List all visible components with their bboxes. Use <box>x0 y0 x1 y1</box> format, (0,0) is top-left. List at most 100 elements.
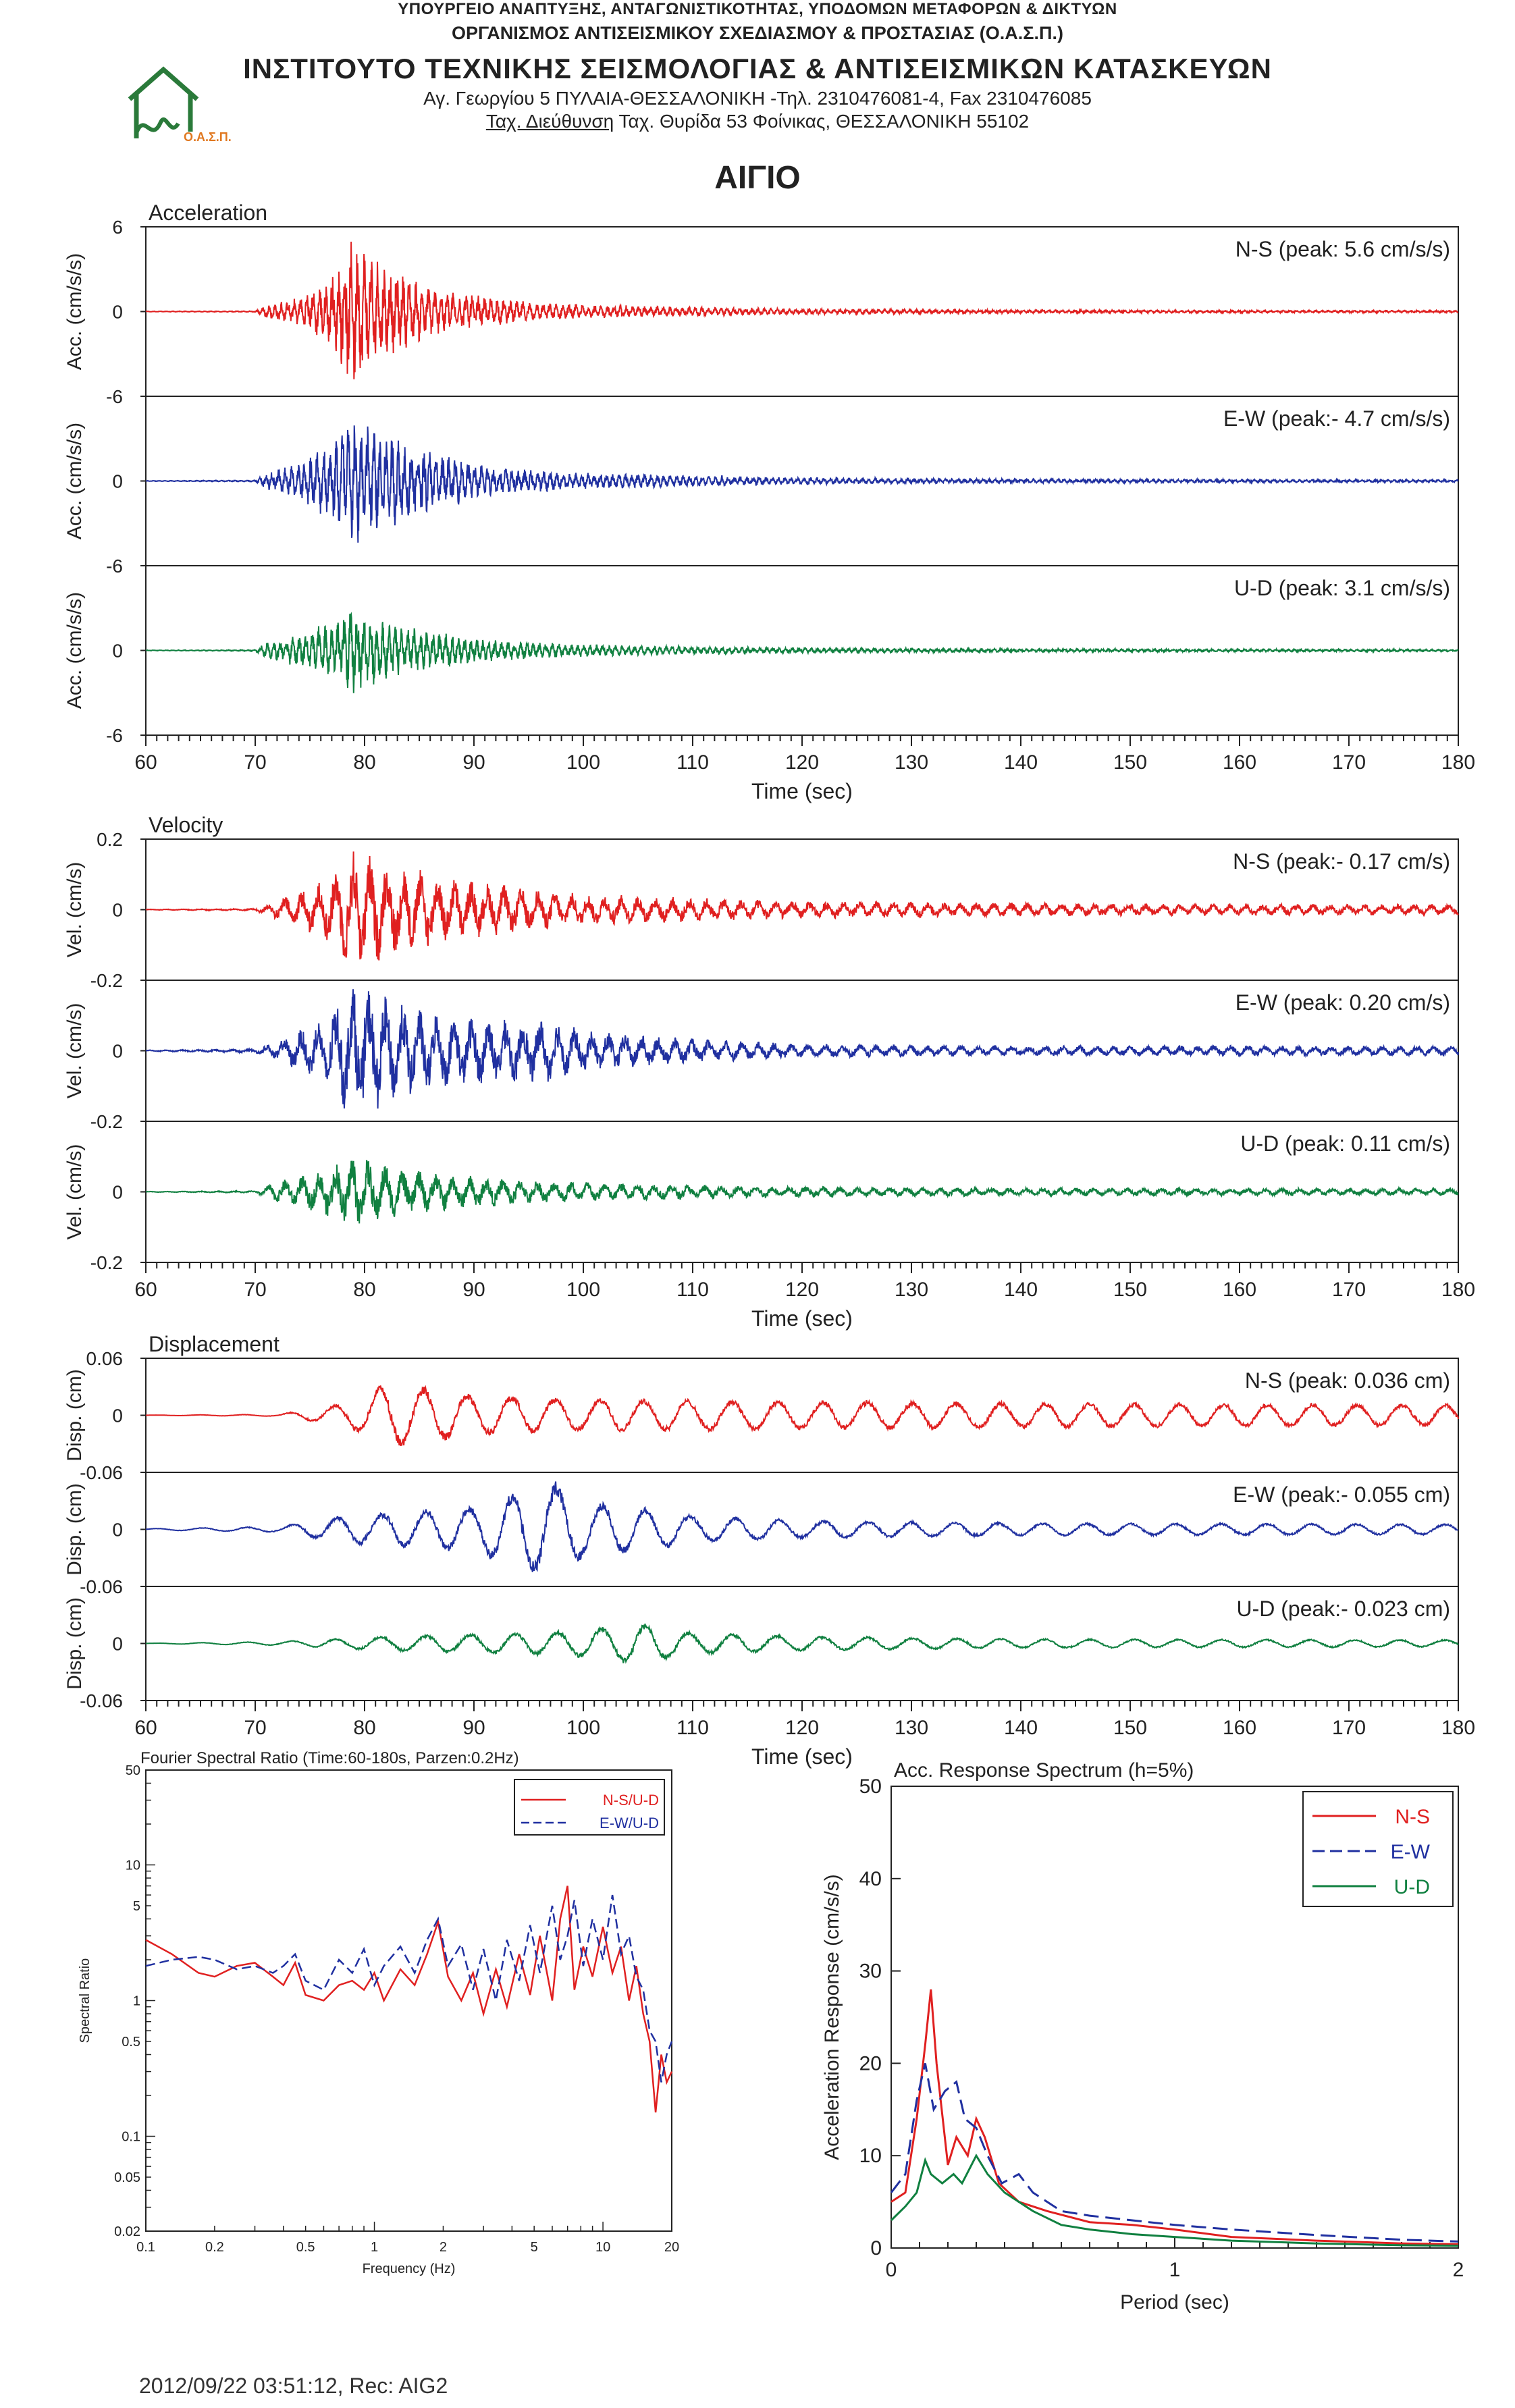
series-line-u-d <box>146 1160 1459 1224</box>
x-tick-label: 100 <box>566 751 600 774</box>
x-tick-label: 150 <box>1113 1279 1147 1301</box>
y-tick-label: 0 <box>112 1041 123 1062</box>
legend-label: N-S <box>1395 1806 1430 1828</box>
y-tick-label: -0.06 <box>80 1690 123 1711</box>
legend: N-S/U-D E-W/U-D <box>514 1779 665 1836</box>
series-line-e-w <box>145 989 1459 1109</box>
x-tick-label: 170 <box>1332 1717 1366 1739</box>
postal-label: Ταχ. Διεύθυνση <box>485 111 614 132</box>
series-line-n-s <box>145 241 1459 379</box>
y-tick-label: 6 <box>112 217 123 238</box>
x-tick-label: 110 <box>676 1279 709 1301</box>
y-tick-label: 0.06 <box>86 1348 124 1369</box>
y-tick-label: -0.2 <box>90 970 123 991</box>
x-tick-label: 90 <box>462 1717 485 1739</box>
panel-peak-label: N-S (peak: 0.036 cm) <box>1245 1368 1450 1393</box>
x-tick-label: 0.1 <box>136 2240 155 2255</box>
y-tick-label: 10 <box>859 2145 882 2167</box>
series-line-e-w <box>145 425 1459 543</box>
x-tick-label: 160 <box>1223 1717 1256 1739</box>
x-tick-label: 70 <box>244 1279 266 1301</box>
x-axis-label: Period (sec) <box>1120 2291 1229 2313</box>
x-tick-label: 130 <box>895 1717 928 1739</box>
panel-peak-label: U-D (peak: 3.1 cm/s/s) <box>1234 576 1450 600</box>
y-axis-label: Vel. (cm/s) <box>63 1144 86 1240</box>
address-line: Αγ. Γεωργίου 5 ΠΥΛΑΙΑ-ΘΕΣΣΑΛΟΝΙΚΗ -Τηλ. … <box>423 88 1092 109</box>
x-tick-label: 180 <box>1441 1717 1475 1739</box>
y-tick-label: 0 <box>112 1520 123 1541</box>
x-tick-label: 80 <box>353 1279 375 1301</box>
house-logo-icon <box>128 66 199 138</box>
panel-e-w: 0 -6 Acc. (cm/s/s) E-W (peak:- 4.7 cm/s/s) <box>63 396 1459 577</box>
y-tick-label: 20 <box>859 2052 882 2075</box>
series-line-n-s <box>146 1385 1459 1447</box>
x-tick-label: 70 <box>244 1717 266 1739</box>
y-axis-label: Disp. (cm) <box>63 1483 86 1576</box>
panel-peak-label: U-D (peak:- 0.023 cm) <box>1236 1597 1450 1621</box>
y-tick-label: -6 <box>106 725 123 746</box>
y-tick-label: 5 <box>133 1899 140 1914</box>
y-tick-label: 0.2 <box>97 829 123 850</box>
y-tick-label: 0 <box>112 1182 123 1203</box>
x-tick-label: 20 <box>664 2240 679 2255</box>
y-axis-label: Spectral Ratio <box>78 1958 92 2043</box>
x-tick-label: 100 <box>566 1279 600 1301</box>
x-tick-label: 110 <box>676 751 709 774</box>
report-header: Ο.Α.Σ.Π. ΥΠΟΥΡΓΕΙΟ ΑΝΑΠΤΥΞΗΣ, ΑΝΤΑΓΩΝΙΣΤ… <box>0 0 1515 155</box>
chart-title: Fourier Spectral Ratio (Time:60-180s, Pa… <box>140 1749 519 1767</box>
x-tick-label: 60 <box>134 1279 157 1301</box>
x-tick-label: 10 <box>595 2240 610 2255</box>
series-line-e-w-u-d <box>145 1894 673 2083</box>
x-tick-label: 1 <box>1169 2259 1181 2281</box>
plot-frame <box>145 1769 672 2232</box>
x-tick-label: 160 <box>1223 1279 1256 1301</box>
chart-title: Acc. Response Spectrum (h=5%) <box>894 1759 1194 1782</box>
y-tick-label: 0.05 <box>114 2170 140 2185</box>
legend-label: E-W <box>1391 1841 1431 1863</box>
panel-n-s: 6 0 -6 Acc. (cm/s/s) N-S (peak: 5.6 cm/s/s) <box>63 217 1459 407</box>
legend-box <box>1302 1791 1454 1907</box>
x-tick-label: 140 <box>1004 1279 1038 1301</box>
x-tick-label: 140 <box>1004 751 1038 774</box>
station-title: ΑΙΓΙΟ <box>714 160 801 196</box>
x-tick-label: 130 <box>895 751 928 774</box>
x-axis-label: Time (sec) <box>751 1744 853 1769</box>
y-tick-label: 40 <box>859 1868 882 1890</box>
x-axis: 60 70 80 90 100 110 120 130 140 150 160 170 180 Time … <box>134 1262 1475 1331</box>
x-tick-label: 5 <box>531 2240 538 2255</box>
y-tick-label: 0 <box>112 900 123 921</box>
series-line-u-d <box>145 612 1459 693</box>
y-axis-label: Disp. (cm) <box>63 1369 86 1462</box>
x-tick-label: 180 <box>1441 1279 1475 1301</box>
y-tick-label: 0.02 <box>114 2224 140 2239</box>
y-axis-label: Disp. (cm) <box>63 1597 86 1690</box>
y-tick-label: 0 <box>870 2237 882 2259</box>
y-axis-label: Acc. (cm/s/s) <box>63 253 86 370</box>
x-tick-label: 110 <box>676 1717 709 1739</box>
x-tick-label: 70 <box>244 751 266 774</box>
legend: N-S E-W U-D <box>1302 1791 1454 1907</box>
x-tick-label: 90 <box>462 1279 485 1301</box>
institute-title: ΙΝΣΤΙΤΟΥΤΟ ΤΕΧΝΙΚΗΣ ΣΕΙΣΜΟΛΟΓΙΑΣ & ΑΝΤΙΣ… <box>243 53 1272 84</box>
y-tick-label: 0 <box>112 641 123 662</box>
organization-line: ΟΡΓΑΝΙΣΜΟΣ ΑΝΤΙΣΕΙΣΜΙΚΟΥ ΣΧΕΔΙΑΣΜΟΥ & ΠΡ… <box>452 23 1063 43</box>
y-axis-label: Acc. (cm/s/s) <box>63 423 86 539</box>
x-tick-label: 60 <box>134 751 157 774</box>
panel-peak-label: N-S (peak: 5.6 cm/s/s) <box>1235 237 1450 261</box>
series-line-n-s-u-d <box>145 1885 673 2113</box>
legend-label: N-S/U-D <box>603 1792 659 1809</box>
legend-box <box>514 1779 665 1836</box>
x-tick-label: 170 <box>1332 751 1366 774</box>
x-tick-label: 2 <box>1453 2259 1464 2281</box>
logo-text: Ο.Α.Σ.Π. <box>184 130 232 144</box>
x-axis: 60 70 80 90 100 110 120 130 140 150 160 170 180 Time … <box>134 1701 1475 1769</box>
fourier-spectral-ratio: Fourier Spectral Ratio (Time:60-180s, Pa… <box>78 1749 679 2276</box>
y-tick-label: 0.5 <box>122 2035 140 2050</box>
chart-title: Acceleration <box>149 200 267 225</box>
y-tick-label: 30 <box>859 1960 882 1983</box>
